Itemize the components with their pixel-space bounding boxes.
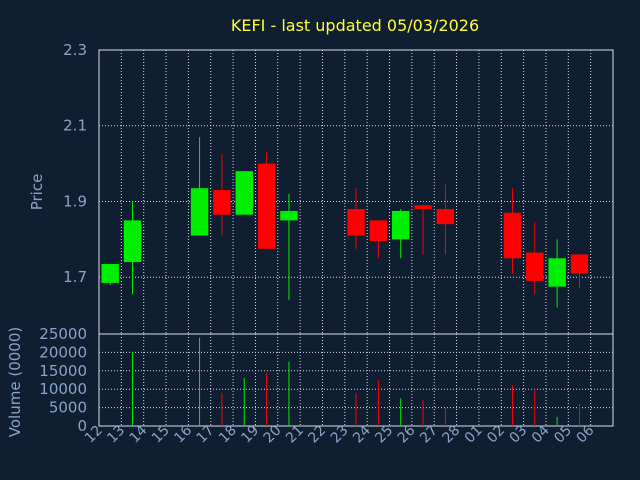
price-tick-label: 2.3 <box>63 41 87 59</box>
volume-grid <box>99 333 613 427</box>
candle-body <box>213 190 231 215</box>
candle-body <box>369 220 388 242</box>
candle-body <box>414 205 432 210</box>
candle-body <box>123 220 142 263</box>
candle-body <box>280 210 298 221</box>
candle-body <box>526 252 544 281</box>
volume-tick-label: 10000 <box>39 380 87 398</box>
price-tick-label: 2.1 <box>63 117 87 135</box>
volume-tick-label: 0 <box>77 417 87 435</box>
candle-body <box>436 209 455 225</box>
candle-body <box>548 258 566 287</box>
price-tick-label: 1.7 <box>63 268 87 286</box>
volume-bars <box>132 337 580 426</box>
candle-body <box>391 210 410 240</box>
candle-body <box>101 263 119 283</box>
volume-tick-label: 5000 <box>49 399 87 417</box>
price-tick-label: 1.9 <box>63 192 87 210</box>
x-ticks: 1213141516171819202122232425262728010203… <box>82 422 598 446</box>
chart-title: KEFI - last updated 05/03/2026 <box>231 16 479 35</box>
price-y-ticks: 1.7 1.9 2.1 2.3 <box>63 41 87 286</box>
price-axis-label: Price <box>28 174 46 211</box>
candle-body <box>503 212 522 259</box>
price-grid <box>99 49 613 334</box>
candles <box>101 137 589 308</box>
volume-tick-label: 25000 <box>39 325 87 343</box>
volume-tick-label: 15000 <box>39 362 87 380</box>
candle-body <box>570 254 589 274</box>
volume-axis-label: Volume (0000) <box>6 327 24 437</box>
x-axis-label: Day <box>334 460 362 476</box>
candle-body <box>257 163 276 249</box>
candle-body <box>235 171 253 215</box>
candle-body <box>190 188 209 236</box>
volume-tick-label: 20000 <box>39 343 87 361</box>
candle-body <box>347 209 365 236</box>
